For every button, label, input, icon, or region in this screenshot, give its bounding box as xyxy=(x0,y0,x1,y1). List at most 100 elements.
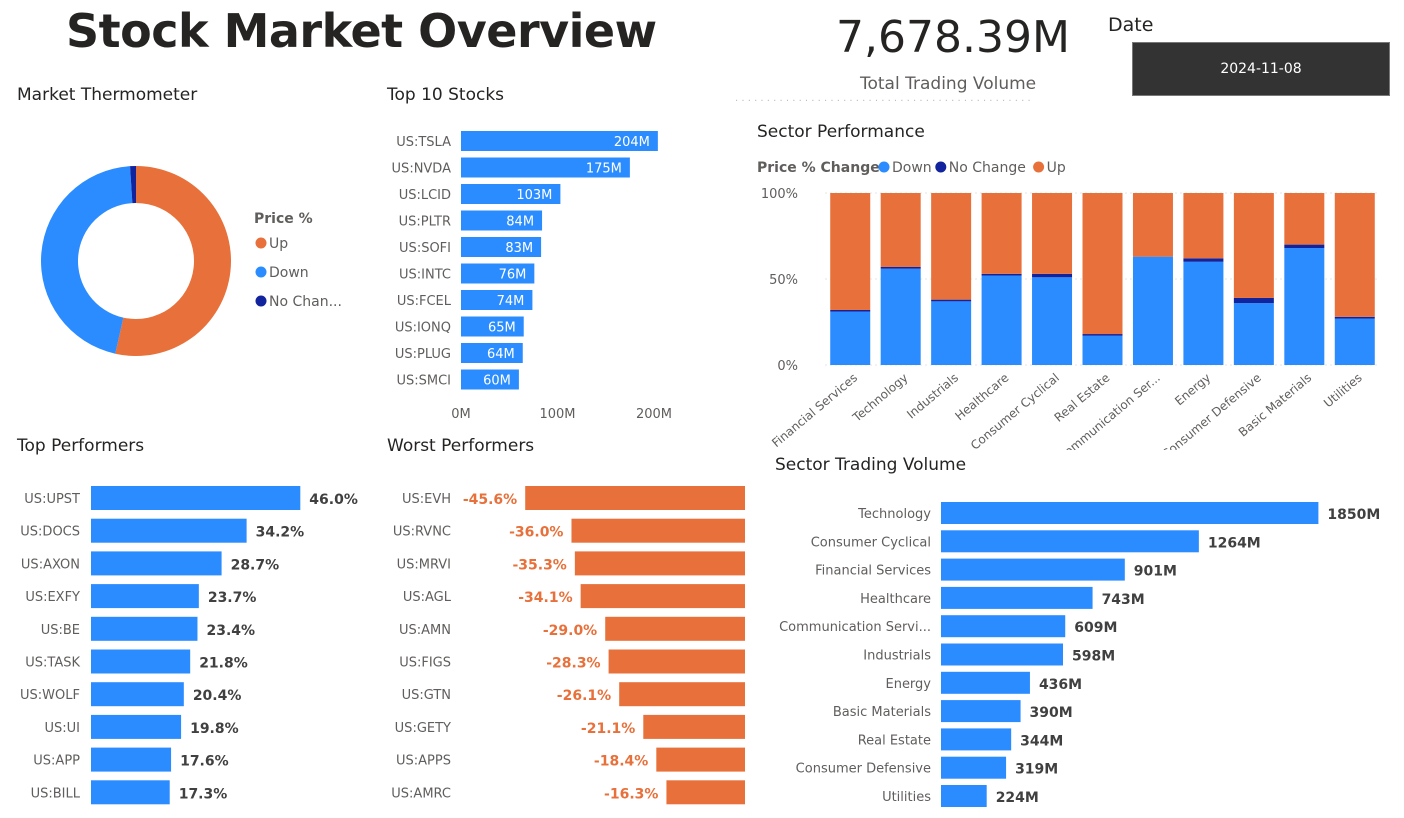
bar xyxy=(525,486,745,510)
bar xyxy=(605,616,745,641)
data-label: 17.6% xyxy=(180,754,229,770)
category-label: US:LCID xyxy=(399,188,451,203)
sector-trading-volume-chart[interactable]: Technology 1850M Consumer Cyclical 1264M Fin… xyxy=(760,496,1400,814)
data-label: 84M xyxy=(506,215,534,230)
category-label: Communication Servi... xyxy=(779,620,931,635)
category-label: US:AMRC xyxy=(391,786,451,801)
stacked-bar-segment xyxy=(1233,193,1274,298)
donut-slice xyxy=(130,166,136,204)
bar xyxy=(91,551,222,576)
market-thermometer-chart[interactable]: Price % Up Down No Chan... xyxy=(0,110,370,410)
data-label: 743M xyxy=(1102,592,1145,608)
data-label: 224M xyxy=(996,790,1039,806)
stacked-bar-segment xyxy=(880,268,921,365)
bar xyxy=(941,671,1030,694)
legend-label: No Chan... xyxy=(269,294,342,310)
legend-marker xyxy=(878,161,890,173)
category-label: US:AMN xyxy=(399,623,451,638)
stacked-bar-segment xyxy=(981,275,1022,365)
top-performers-title: Top Performers xyxy=(17,436,145,456)
category-label: Financial Services xyxy=(815,564,931,579)
x-tick-label: 200M xyxy=(636,407,672,422)
data-label: 83M xyxy=(505,241,533,256)
data-label: 204M xyxy=(614,135,650,150)
stacked-bar-segment xyxy=(1233,303,1274,365)
category-label: US:WOLF xyxy=(20,688,80,703)
data-label: 344M xyxy=(1020,733,1063,749)
data-label: 23.7% xyxy=(208,590,257,606)
bar xyxy=(461,290,533,310)
category-label: US:APPS xyxy=(396,754,451,769)
date-slicer-dropdown[interactable]: 2024-11-08 xyxy=(1132,42,1390,96)
stacked-bar-segment xyxy=(830,193,871,310)
category-label: US:DOCS xyxy=(20,525,80,540)
data-label: -34.1% xyxy=(518,590,572,606)
stacked-bar-segment xyxy=(1132,256,1173,365)
bar xyxy=(941,785,987,807)
data-label: -29.0% xyxy=(543,623,597,639)
top-10-stocks-chart[interactable]: US:TSLA 204M US:NVDA 175M US:LCID 103M US:PLTR… xyxy=(380,112,710,430)
data-label: 21.8% xyxy=(199,656,248,672)
stacked-bar-segment xyxy=(1233,297,1274,304)
sector-performance-chart[interactable]: Price % Change Down No Change Up 0% 50% 100% Fi… xyxy=(750,150,1400,450)
bar xyxy=(941,530,1199,553)
bar xyxy=(941,700,1021,723)
total-trading-volume-label: Total Trading Volume xyxy=(860,74,1037,94)
data-label: 436M xyxy=(1039,677,1082,693)
category-label: Energy xyxy=(885,677,931,692)
legend-marker xyxy=(1033,161,1045,173)
bar xyxy=(461,263,535,284)
category-label: US:UI xyxy=(45,721,81,736)
top-performers-chart[interactable]: US:UPST 46.0% US:DOCS 34.2% US:AXON 28.7% US:E… xyxy=(0,478,375,813)
data-label: 1850M xyxy=(1327,507,1380,523)
stacked-bar-segment xyxy=(880,266,921,269)
stacked-bar-segment xyxy=(931,301,972,365)
legend-label: No Change xyxy=(949,160,1026,176)
data-label: 901M xyxy=(1134,564,1177,580)
sector-trading-volume-title: Sector Trading Volume xyxy=(775,455,967,475)
category-label: US:AXON xyxy=(21,557,80,572)
bar xyxy=(941,756,1007,779)
x-tick-label: Consumer Cyclical xyxy=(968,371,1062,450)
data-label: 19.8% xyxy=(190,721,239,737)
stacked-bar-segment xyxy=(830,311,871,365)
page-title: Stock Market Overview xyxy=(66,4,657,58)
data-label: -16.3% xyxy=(604,786,658,802)
bar xyxy=(666,780,745,805)
donut-slice xyxy=(115,166,231,356)
category-label: US:PLTR xyxy=(399,215,451,230)
data-label: 598M xyxy=(1072,649,1115,665)
category-label: Real Estate xyxy=(858,733,931,748)
x-tick-label: Technology xyxy=(849,371,910,426)
worst-performers-chart[interactable]: US:EVH -45.6% US:RVNC -36.0% US:MRVI -35.3% US… xyxy=(380,478,750,813)
data-label: 390M xyxy=(1030,705,1073,721)
category-label: US:GETY xyxy=(395,721,451,736)
bar xyxy=(91,616,198,641)
stacked-bar-segment xyxy=(1284,193,1325,245)
stacked-bar-segment xyxy=(1284,248,1325,365)
data-label: 103M xyxy=(516,188,552,203)
category-label: US:BILL xyxy=(31,786,81,801)
bar xyxy=(91,682,184,707)
category-label: US:EVH xyxy=(402,492,451,507)
bar xyxy=(91,584,199,609)
bar xyxy=(461,157,630,178)
x-tick-label: Financial Services xyxy=(769,371,860,450)
data-label: -26.1% xyxy=(557,688,611,704)
date-slicer-value: 2024-11-08 xyxy=(1220,61,1302,77)
category-label: US:NVDA xyxy=(392,162,452,177)
top-10-stocks-title: Top 10 Stocks xyxy=(387,85,505,105)
data-label: 17.3% xyxy=(179,786,228,802)
data-label: 46.0% xyxy=(309,492,358,508)
category-label: US:TSLA xyxy=(396,135,451,150)
category-label: US:BE xyxy=(41,623,80,638)
category-label: Basic Materials xyxy=(833,705,931,720)
stacked-bar-segment xyxy=(981,193,1022,274)
stacked-bar-segment xyxy=(1183,258,1224,262)
data-label: 74M xyxy=(497,294,525,309)
category-label: US:SOFI xyxy=(399,241,451,256)
date-slicer-label: Date xyxy=(1108,14,1154,36)
stacked-bar-segment xyxy=(1334,316,1375,319)
bar xyxy=(461,184,561,204)
data-label: 23.4% xyxy=(206,623,255,639)
